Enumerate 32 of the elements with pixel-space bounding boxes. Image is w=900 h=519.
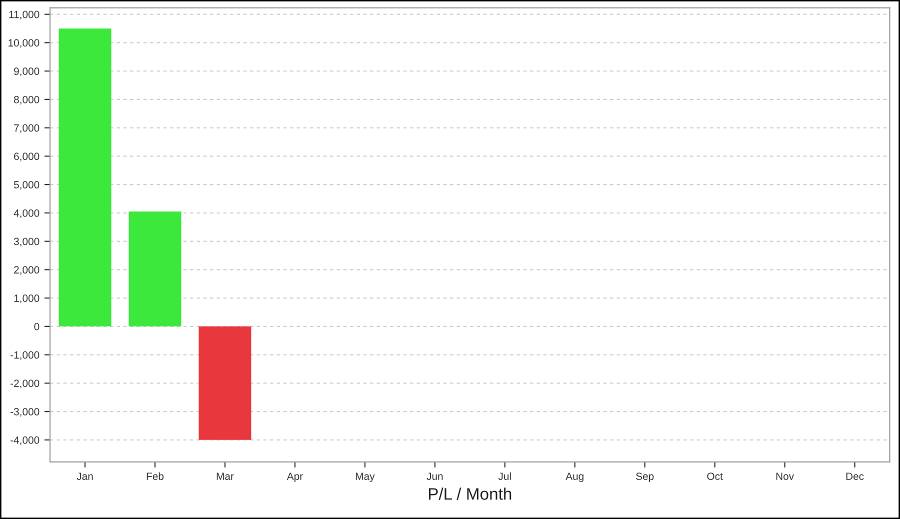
y-tick-label: 2,000 (14, 266, 40, 275)
bar (198, 326, 252, 440)
y-tick-label: -2,000 (10, 380, 40, 388)
y-tick-label: 1,000 (14, 294, 40, 304)
x-tick-label: Aug (566, 472, 584, 482)
y-tick-label: 9,000 (14, 68, 40, 76)
x-axis-title: P/L / Month (428, 488, 512, 500)
x-tick-label: Jan (76, 472, 93, 480)
x-tick-label: Apr (286, 472, 303, 482)
x-tick-label: Dec (846, 472, 864, 480)
x-tick-label: Mar (216, 472, 234, 480)
bar (128, 212, 182, 326)
y-tick-label: 5,000 (14, 181, 40, 190)
x-tick-label: Nov (776, 472, 794, 480)
y-tick-label: -1,000 (10, 351, 40, 360)
y-tick-label: 10,000 (8, 39, 40, 48)
y-tick-label: 3,000 (14, 238, 40, 246)
x-tick-label: Sep (636, 472, 654, 482)
y-tick-label: -3,000 (10, 408, 40, 417)
y-tick-label: 6,000 (14, 152, 40, 162)
x-tick-label: May (356, 472, 375, 482)
y-tick-label: 11,000 (9, 10, 40, 20)
y-tick-label: 8,000 (14, 96, 40, 105)
x-tick-label: Jun (426, 472, 443, 480)
x-tick-label: Oct (707, 472, 723, 480)
y-tick-label: 7,000 (14, 124, 40, 133)
y-tick-label: -4,000 (10, 436, 40, 446)
y-tick-label: 4,000 (14, 209, 40, 218)
y-tick-label: 0 (34, 322, 40, 330)
x-tick-label: Jul (498, 472, 511, 480)
x-tick-label: Feb (146, 472, 164, 480)
bar (58, 28, 112, 326)
